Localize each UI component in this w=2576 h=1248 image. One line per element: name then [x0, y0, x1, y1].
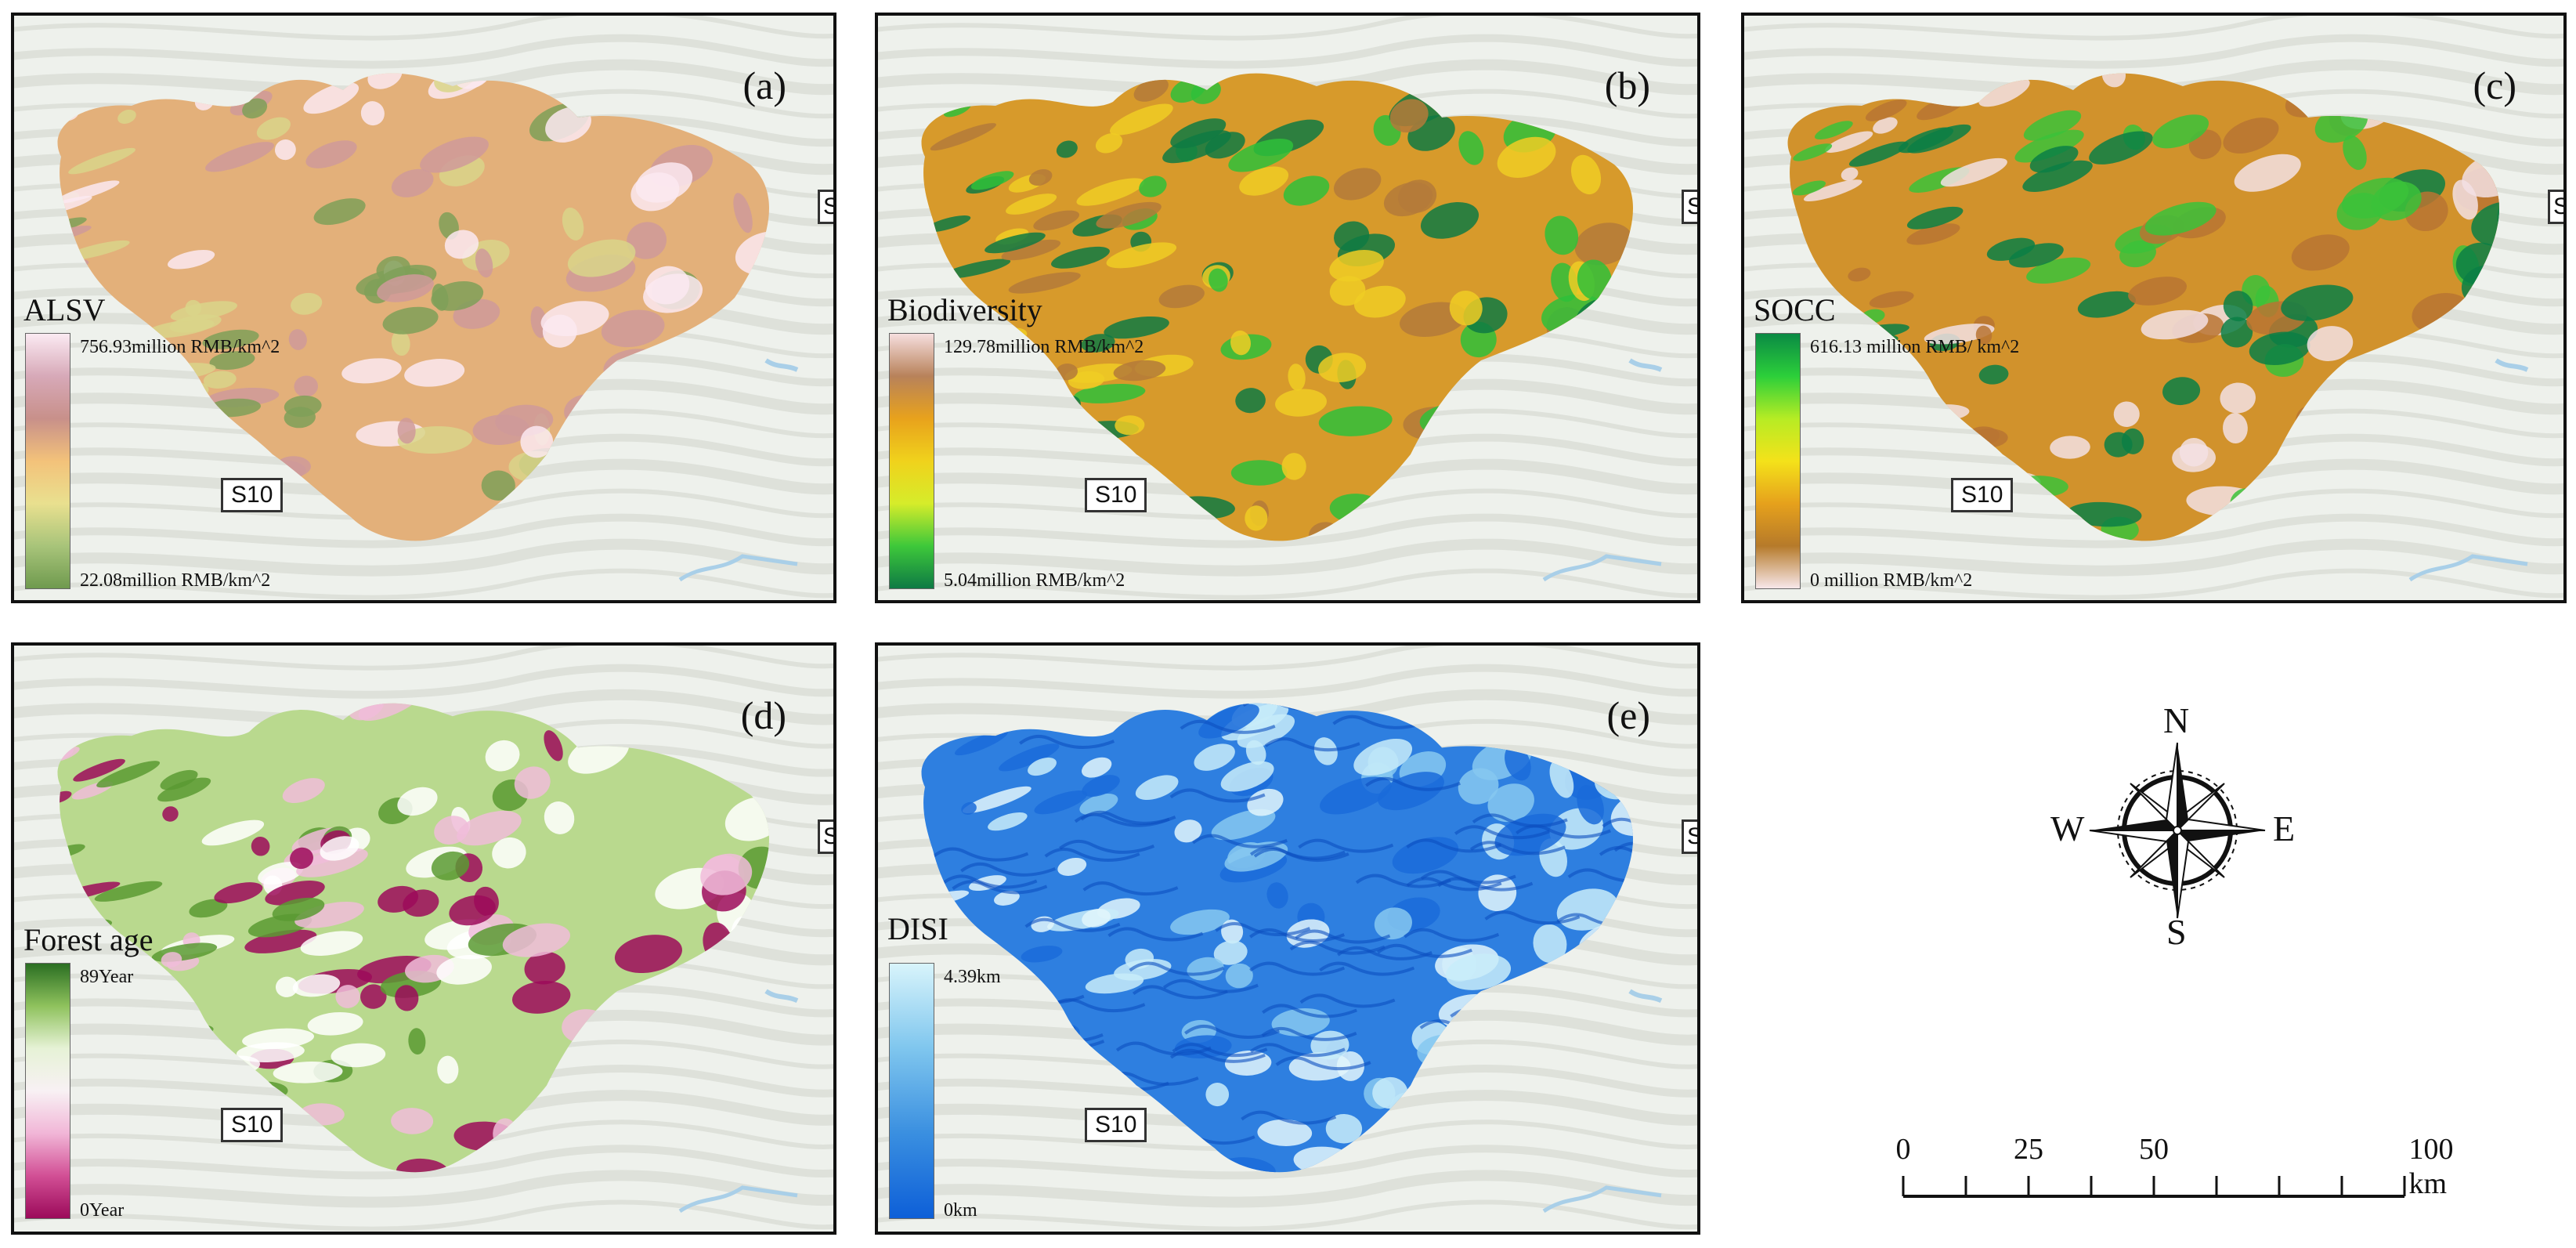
legend-color-ramp: [1755, 333, 1801, 589]
road-marker-s10: S10: [1951, 478, 2014, 512]
legend-min-value: 0 million RMB/km^2: [1810, 570, 1973, 591]
legend-color-ramp: [889, 963, 934, 1219]
scale-tick-label: 100 km: [2408, 1133, 2454, 1200]
road-marker-edge: S: [818, 819, 833, 854]
compass-east-label: E: [2273, 808, 2296, 848]
legend-max-value: 756.93million RMB/km^2: [80, 337, 280, 357]
legend-title: SOCC: [1754, 292, 1836, 327]
legend-color-ramp: [25, 333, 70, 589]
legend-title: Forest age: [23, 922, 154, 957]
scale-tick-label: 0: [1895, 1133, 1911, 1166]
basemap-terrain: [878, 646, 1697, 1232]
map-panel-alsv: (a) S10 S ALSV 756.93million RMB/km^2 22.08mi…: [11, 13, 836, 603]
north-arrow-compass: N S E W: [2050, 700, 2296, 952]
scale-tick-label: 50: [2139, 1133, 2169, 1166]
compass-south-label: S: [2166, 912, 2187, 952]
legend-max-value: 89Year: [80, 967, 134, 987]
panel-label: (a): [742, 63, 787, 107]
panel-label: (c): [2473, 63, 2517, 107]
panel-label: (e): [1606, 693, 1651, 737]
study-region-raster: [1787, 73, 2499, 541]
legend-max-value: 4.39km: [944, 967, 1001, 987]
panel-label: (b): [1604, 63, 1650, 107]
road-marker-edge: S: [818, 190, 833, 224]
legend-max-value: 129.78million RMB/km^2: [944, 337, 1144, 357]
basemap-terrain: [14, 646, 833, 1232]
compass-rose-icon: [2089, 742, 2266, 919]
map-panel-disi: (e) S10 S DISI 4.39km 0km: [875, 642, 1700, 1235]
legend-min-value: 5.04million RMB/km^2: [944, 570, 1125, 591]
basemap-terrain: [1744, 16, 2563, 600]
map-panel-forest-age: (d) S10 S Forest age 89Year 0Year: [11, 642, 836, 1235]
legend-title: Biodiversity: [887, 292, 1042, 327]
road-marker-edge: S: [1682, 819, 1697, 854]
road-marker-edge: S: [1682, 190, 1697, 224]
scale-tick-label: 25: [2014, 1133, 2043, 1166]
road-marker-s10: S10: [1085, 1108, 1147, 1142]
map-panel-socc: (c) S10 S SOCC 616.13 million RMB/ km^2 0 mil…: [1741, 13, 2567, 603]
scale-bar: 0 25 50 100 km: [1895, 1133, 2459, 1203]
road-marker-s10: S10: [221, 1108, 284, 1142]
panel-label: (d): [740, 693, 786, 737]
legend-min-value: 0Year: [80, 1200, 125, 1221]
legend-min-value: 22.08million RMB/km^2: [80, 570, 271, 591]
study-region-raster: [921, 703, 1633, 1173]
study-region-raster: [57, 73, 769, 541]
legend-title: DISI: [887, 911, 948, 946]
legend-min-value: 0km: [944, 1200, 977, 1221]
legend-color-ramp: [889, 333, 934, 589]
map-panel-biodiversity: (b) S10 S Biodiversity 129.78million RMB/km^…: [875, 13, 1700, 603]
scale-bar-graphic: [1902, 1176, 2406, 1198]
basemap-terrain: [14, 16, 833, 600]
road-marker-s10: S10: [221, 478, 284, 512]
legend-max-value: 616.13 million RMB/ km^2: [1810, 337, 2020, 357]
road-marker-s10: S10: [1085, 478, 1147, 512]
road-marker-edge: S: [2548, 190, 2563, 224]
legend-color-ramp: [25, 963, 70, 1219]
legend-title: ALSV: [23, 292, 106, 327]
compass-west-label: W: [2050, 808, 2085, 848]
compass-north-label: N: [2163, 700, 2190, 740]
basemap-terrain: [878, 16, 1697, 600]
